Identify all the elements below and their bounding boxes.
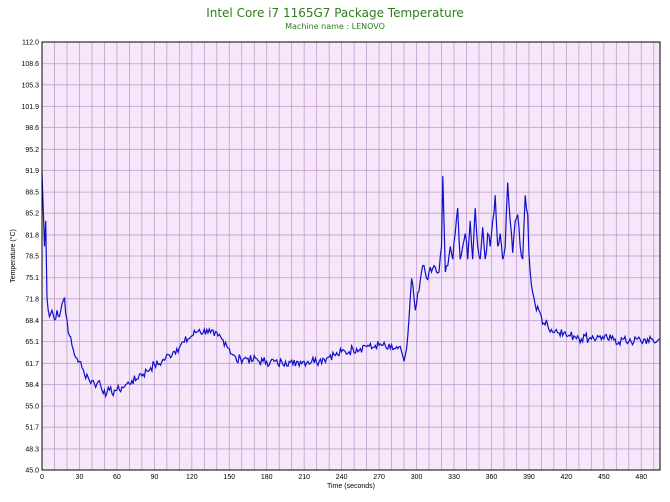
x-tick-label: 210 — [298, 474, 310, 481]
plot-border — [41, 41, 661, 471]
x-tick-label: 300 — [411, 474, 423, 481]
y-tick-label: 75.1 — [25, 275, 39, 282]
x-tick-label: 60 — [113, 474, 121, 481]
x-tick-label: 120 — [186, 474, 198, 481]
x-tick-label: 150 — [223, 474, 235, 481]
x-axis-ticks: 0 30 60 90 120 150 180 210 240 270 300 330 360 390 420… — [40, 474, 647, 481]
grid-lines — [42, 42, 660, 470]
x-tick-label: 90 — [150, 474, 158, 481]
y-tick-label: 81.8 — [25, 232, 39, 239]
y-axis-ticks: 112.0 108.6 105.3 101.9 98.6 95.2 91.9 88.5 85.2… — [21, 40, 39, 475]
x-tick-label: 30 — [76, 474, 84, 481]
y-tick-label: 98.6 — [25, 125, 39, 132]
y-tick-label: 88.5 — [25, 190, 39, 197]
x-axis-label: Time (seconds) — [327, 483, 375, 490]
y-tick-label: 105.3 — [21, 82, 39, 89]
y-tick-label: 58.4 — [25, 382, 39, 389]
x-tick-label: 240 — [336, 474, 348, 481]
x-tick-label: 330 — [448, 474, 460, 481]
x-tick-label: 360 — [486, 474, 498, 481]
y-tick-label: 68.4 — [25, 318, 39, 325]
y-tick-label: 101.9 — [21, 104, 39, 111]
y-tick-label: 95.2 — [25, 147, 39, 154]
x-tick-label: 390 — [523, 474, 535, 481]
y-tick-label: 91.9 — [25, 168, 39, 175]
y-tick-label: 85.2 — [25, 211, 39, 218]
y-tick-label: 71.8 — [25, 296, 39, 303]
x-tick-label: 0 — [40, 474, 44, 481]
y-tick-label: 108.6 — [21, 61, 39, 68]
chart-subtitle: Machine name : LENOVO — [285, 22, 385, 31]
y-axis-label: Temperature (°C) — [9, 229, 17, 283]
y-tick-label: 78.5 — [25, 254, 39, 261]
x-tick-label: 180 — [261, 474, 273, 481]
x-tick-label: 480 — [635, 474, 647, 481]
y-tick-label: 48.3 — [25, 446, 39, 453]
y-tick-label: 65.1 — [25, 339, 39, 346]
y-tick-label: 45.0 — [25, 468, 39, 475]
x-tick-label: 270 — [373, 474, 385, 481]
y-tick-label: 55.0 — [25, 404, 39, 411]
y-tick-label: 61.7 — [25, 361, 39, 368]
y-tick-label: 112.0 — [22, 40, 39, 47]
x-tick-label: 450 — [598, 474, 610, 481]
chart-title: Intel Core i7 1165G7 Package Temperature — [206, 6, 464, 20]
x-tick-label: 420 — [561, 474, 573, 481]
y-tick-label: 51.7 — [25, 425, 39, 432]
temperature-series-line — [41, 172, 661, 399]
